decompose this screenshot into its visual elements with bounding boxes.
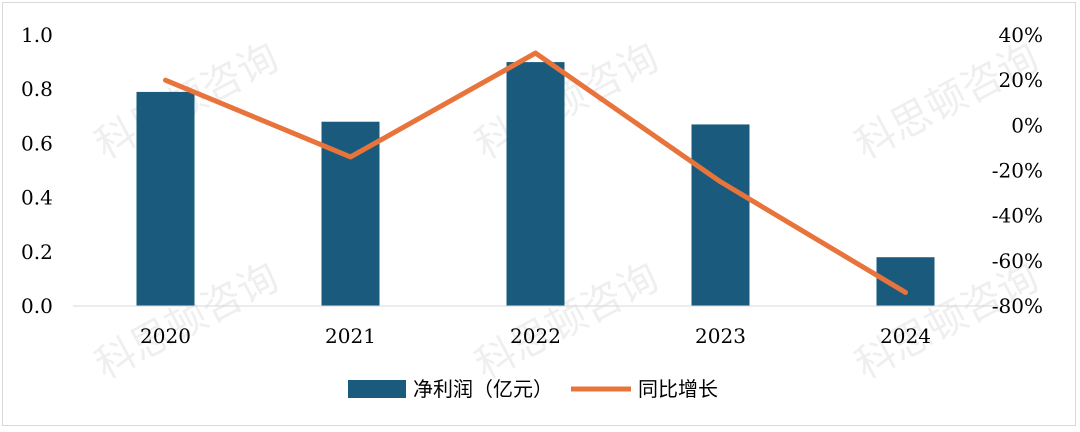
bar-2022: [506, 62, 565, 306]
y-right-tick-label: 0%: [1011, 113, 1043, 137]
x-tick-label: 2021: [325, 324, 376, 348]
x-axis: 2020 2021 2022 2023 2024: [140, 324, 931, 348]
y-left-tick-label: 0.2: [21, 240, 53, 264]
x-tick-label: 2022: [510, 324, 561, 348]
y-right-tick-label: -60%: [992, 249, 1043, 273]
growth-line: [163, 50, 908, 295]
watermark-text: 科思顿咨询: [468, 34, 666, 169]
chart-frame: 科思顿咨询科思顿咨询科思顿咨询科思顿咨询科思顿咨询科思顿咨询 0.00.20.4…: [2, 2, 1076, 426]
y-left-tick-label: 0.6: [21, 131, 53, 155]
y-right-tick-label: 40%: [999, 23, 1043, 47]
bar-2021: [321, 121, 380, 306]
y-left-tick-label: 0.0: [21, 294, 53, 318]
y-left-tick-label: 0.4: [21, 186, 53, 210]
legend-swatch-bar: [348, 380, 406, 398]
legend-label-bar: 净利润（亿元）: [413, 377, 553, 401]
y-left-tick-label: 1.0: [21, 23, 53, 47]
watermark-text: 科思顿咨询: [468, 254, 666, 389]
legend-label-line: 同比增长: [638, 377, 718, 401]
y-right-tick-label: -40%: [992, 204, 1043, 228]
line-series: [163, 50, 908, 295]
y-left-tick-label: 0.8: [21, 77, 53, 101]
y-right-tick-label: 20%: [999, 68, 1043, 92]
legend: 净利润（亿元） 同比增长: [348, 377, 718, 401]
bar-series: [136, 62, 935, 307]
y-right-tick-label: -80%: [992, 294, 1043, 318]
y-right-tick-label: -20%: [992, 159, 1043, 183]
chart-svg: 科思顿咨询科思顿咨询科思顿咨询科思顿咨询科思顿咨询科思顿咨询 0.00.20.4…: [21, 23, 1046, 401]
bar-2023: [691, 124, 750, 307]
x-tick-label: 2023: [695, 324, 746, 348]
y-right-axis: -80% -60% -40% -20% 0% 20% 40%: [992, 23, 1043, 318]
x-tick-label: 2024: [880, 324, 931, 348]
y-left-axis: 0.0 0.2 0.4 0.6 0.8 1.0: [21, 23, 53, 318]
x-tick-label: 2020: [140, 324, 191, 348]
watermark-text: 科思顿咨询: [848, 34, 1046, 169]
bar-2020: [136, 91, 195, 306]
